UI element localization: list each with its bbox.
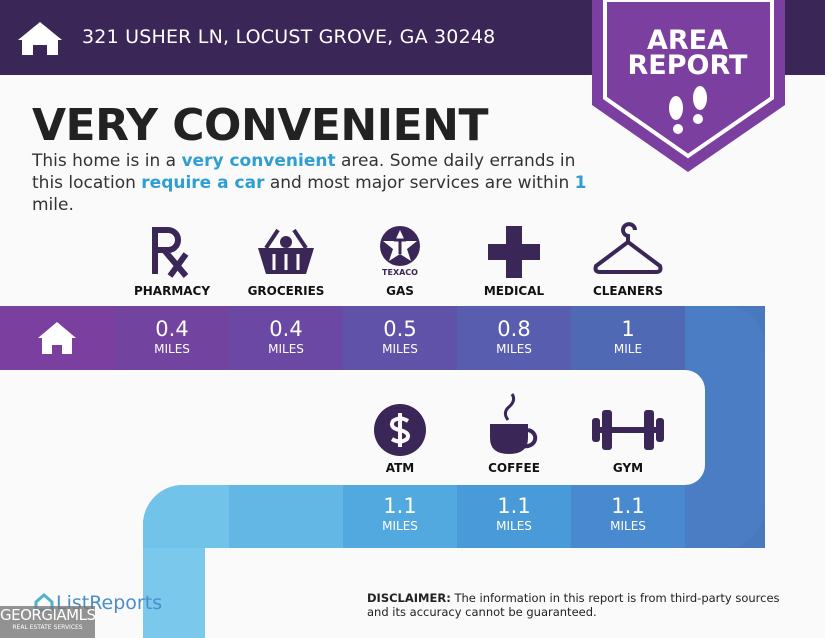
distance-unit: MILES [496,519,532,533]
route-cell [143,548,205,638]
address: 321 USHER LN, LOCUST GROVE, GA 30248 [82,26,496,48]
gym-icon [592,410,664,450]
disclaimer: DISCLAIMER: The information in this repo… [367,591,797,619]
rx-glyph [152,227,189,278]
atm-icon [374,404,426,456]
route-cell [143,485,229,548]
route-gap [205,548,825,638]
distance: 1.1 [611,494,645,518]
medical-icon [488,226,540,278]
distance-unit: MILE [613,342,643,356]
watermark: GEORGIAMLS REAL ESTATE SERVICES [0,606,96,638]
route-cell [571,485,685,548]
route-cell [115,306,229,370]
route-cell [457,306,571,370]
distance-unit: MILES [268,342,304,356]
service-label: ATM [385,461,415,475]
bar [600,427,656,433]
service-label: GAS [386,284,414,298]
text: mile. [32,195,74,215]
highlight-text: very convenient [181,151,336,171]
home-icon [18,22,62,55]
distance-unit: MILES [496,342,532,356]
pharmacy-icon [152,227,189,278]
headline: VERY CONVENIENT [32,100,488,151]
description: This home is in a very convenient area. … [32,150,592,216]
route-cell [229,306,343,370]
service-label: COFFEE [488,461,540,475]
cup [490,424,528,454]
route-cell [571,306,685,370]
distance: 1 [621,317,635,341]
footprints [669,86,707,134]
service-label: GROCERIES [247,284,325,298]
route-cell [343,485,457,548]
steam [503,393,516,421]
disclaimer-label: DISCLAIMER: [367,591,451,605]
basket-lines [272,254,300,270]
service-label: PHARMACY [133,284,211,298]
text: and most major services are within [264,173,575,193]
badge-line: AREA [646,25,729,56]
plate [656,418,664,442]
cup-handle [523,428,538,449]
plate [592,418,600,442]
watermark-sub: REAL ESTATE SERVICES [12,624,83,631]
badge-line: REPORT [627,50,748,81]
distance: 0.8 [497,317,531,341]
gas-brand: TEXACO [382,268,418,277]
distance-unit: MILES [382,519,418,533]
plate [644,410,654,450]
plate [602,410,612,450]
service-label: GYM [612,461,644,475]
text: This home is in a [32,151,182,171]
service-label: MEDICAL [483,284,545,298]
gas-icon: TEXACO [380,226,420,277]
distance: 1.1 [383,494,417,518]
highlight-text: require a car [141,173,265,193]
groceries-icon [258,228,314,274]
highlight-text: 1 [574,173,587,193]
distance: 1.1 [497,494,531,518]
watermark-title: GEORGIAMLS [0,606,96,624]
basket-handle [264,228,308,250]
text: area. Some daily errands in this locatio… [32,151,576,193]
route-cell [343,306,457,370]
distance-unit: MILES [610,519,646,533]
distance: 0.5 [383,317,417,341]
icons: TEXACO [152,222,664,456]
coffee-icon [490,393,538,454]
distance-unit: MILES [382,342,418,356]
distance-unit: MILES [154,342,190,356]
route-gap [0,370,705,485]
badge-border [603,0,774,159]
dollar-glyph [389,413,411,447]
distance: 0.4 [155,317,189,341]
distance: 0.4 [269,317,303,341]
disclaimer-text: The information in this report is from t… [367,591,780,619]
gas-t [394,238,406,254]
route-turn [685,306,765,548]
produce [280,236,292,248]
cleaners-icon [593,222,663,274]
route-cell [229,485,343,548]
badge-shield [592,0,785,172]
route-cell [457,485,571,548]
home-icon [38,322,76,354]
service-label: CLEANERS [592,284,664,298]
